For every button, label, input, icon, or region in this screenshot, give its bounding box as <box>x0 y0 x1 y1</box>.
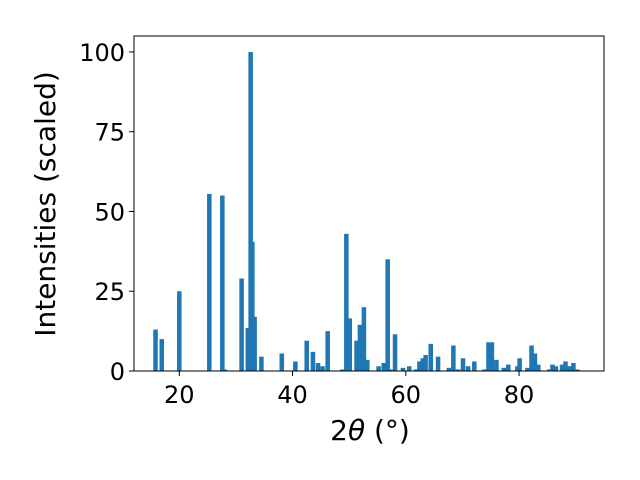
bars-group <box>153 51 580 371</box>
bar <box>494 359 499 371</box>
bar <box>482 369 487 371</box>
bar <box>357 324 363 371</box>
bar <box>304 340 309 371</box>
x-tick-label: 40 <box>277 381 308 409</box>
bar <box>400 367 406 371</box>
bar <box>385 259 390 371</box>
bar <box>559 364 565 371</box>
bar <box>501 367 507 371</box>
bar <box>529 345 534 371</box>
bar <box>310 351 316 371</box>
x-axis-label-unit: (°) <box>365 414 410 447</box>
bar <box>320 366 325 371</box>
bar <box>472 361 477 371</box>
bar <box>532 353 538 371</box>
bar <box>361 307 367 371</box>
bar <box>446 367 452 371</box>
bar <box>563 361 568 371</box>
bar <box>420 358 426 371</box>
y-tick-label: 25 <box>94 278 125 306</box>
bar <box>413 369 419 371</box>
bar <box>489 342 495 371</box>
x-tick-label: 80 <box>504 381 535 409</box>
bar <box>250 241 255 371</box>
bar <box>460 358 466 371</box>
bar <box>465 366 471 371</box>
y-tick-label: 50 <box>94 198 125 226</box>
bar <box>340 369 345 371</box>
bar <box>259 356 264 371</box>
bar <box>279 353 285 371</box>
bar <box>536 364 541 371</box>
bar <box>428 343 433 371</box>
bar <box>455 369 461 371</box>
bar <box>344 233 349 371</box>
bar <box>575 369 580 371</box>
bar <box>222 369 227 371</box>
x-axis-ticks: 20 40 60 80 <box>164 371 534 409</box>
bar <box>381 363 386 371</box>
bar <box>252 316 257 371</box>
bar <box>486 342 491 371</box>
bar <box>435 356 441 371</box>
bar <box>153 329 158 371</box>
y-tick-label: 75 <box>94 119 125 147</box>
bar <box>159 339 165 371</box>
bar <box>365 359 370 371</box>
bar <box>406 366 412 371</box>
x-axis-label-prefix: 2 <box>330 414 348 447</box>
x-tick-label: 20 <box>164 381 195 409</box>
bar <box>248 51 253 371</box>
bar <box>220 195 225 371</box>
bar <box>293 361 298 371</box>
bar <box>506 364 511 371</box>
bar <box>347 318 353 371</box>
bar <box>392 334 398 371</box>
bar <box>417 361 422 371</box>
y-axis-label: Intensities (scaled) <box>29 71 62 337</box>
bar <box>325 331 330 371</box>
bar <box>207 193 212 371</box>
bar <box>388 369 393 371</box>
bar <box>245 327 251 371</box>
bar <box>451 345 456 371</box>
bar <box>525 367 530 371</box>
x-tick-label: 60 <box>391 381 422 409</box>
bar <box>567 366 572 371</box>
bar <box>315 363 321 371</box>
x-axis-label: 2θ (°) <box>330 414 410 447</box>
bar <box>239 278 244 371</box>
y-tick-label: 100 <box>79 39 125 67</box>
bar <box>517 358 522 371</box>
bar <box>354 340 359 371</box>
bar <box>571 363 576 371</box>
bar <box>553 366 559 371</box>
bar <box>376 366 381 371</box>
bar <box>550 364 555 371</box>
plot-frame <box>133 35 605 372</box>
bar <box>177 291 182 371</box>
bar <box>423 355 428 371</box>
y-axis-ticks: 0 25 50 75 100 <box>79 39 134 386</box>
y-tick-label: 0 <box>110 358 125 386</box>
x-axis-label-theta: θ <box>348 414 365 447</box>
bar <box>546 369 552 371</box>
